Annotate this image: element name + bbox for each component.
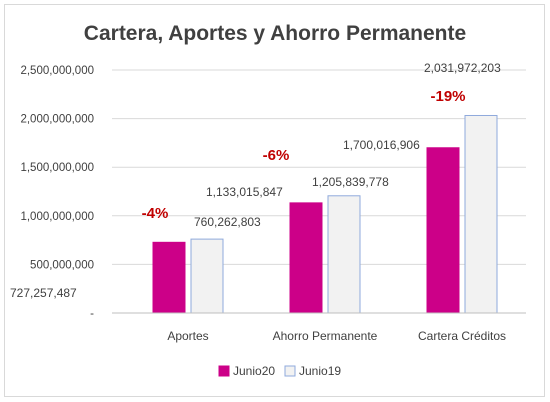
bar-junio20-2 (289, 202, 323, 314)
data-label: 1,133,015,847 (206, 185, 283, 199)
change-annotation: -19% (430, 88, 465, 105)
bar-junio20-3 (426, 147, 460, 314)
bars (152, 114, 498, 314)
legend-swatch-junio19 (284, 365, 296, 377)
y-tick-label: 1,500,000,000 (20, 162, 94, 174)
y-tick-label: - (90, 308, 94, 320)
legend-label: Junio19 (299, 364, 341, 378)
x-category-label: Cartera Créditos (418, 329, 506, 343)
y-tick-label: 1,000,000,000 (20, 211, 94, 223)
x-category-label: Ahorro Permanente (273, 329, 378, 343)
x-category-label: Aportes (167, 329, 208, 343)
legend-label: Junio20 (233, 364, 275, 378)
legend-swatch-junio20 (218, 365, 230, 377)
bar-junio19-3 (464, 114, 498, 314)
y-axis: - 500,000,000 1,000,000,000 1,500,000,000 2,… (20, 65, 94, 320)
data-label: 1,205,839,778 (312, 175, 389, 189)
y-tick-label: 2,000,000,000 (20, 114, 94, 126)
data-label: 760,262,803 (194, 215, 261, 229)
data-label: 727,257,487 (10, 286, 77, 300)
data-label: 1,700,016,906 (343, 138, 420, 152)
legend: Junio20 Junio19 (218, 364, 341, 378)
data-label: 2,031,972,203 (424, 61, 501, 75)
bar-junio20-1 (152, 241, 186, 314)
change-annotation: -4% (142, 205, 169, 222)
change-annotation: -6% (263, 147, 290, 164)
bar-junio19-1 (190, 238, 224, 314)
y-tick-label: 500,000,000 (30, 259, 94, 271)
data-labels: 727,257,487 760,262,803 -4% 1,133,015,847 1,… (10, 61, 501, 300)
x-axis: Aportes Ahorro Permanente Cartera Créditos (112, 312, 526, 343)
y-tick-label: 2,500,000,000 (20, 65, 94, 77)
chart-title: Cartera, Aportes y Ahorro Permanente (84, 22, 466, 45)
bar-junio19-2 (327, 195, 361, 314)
